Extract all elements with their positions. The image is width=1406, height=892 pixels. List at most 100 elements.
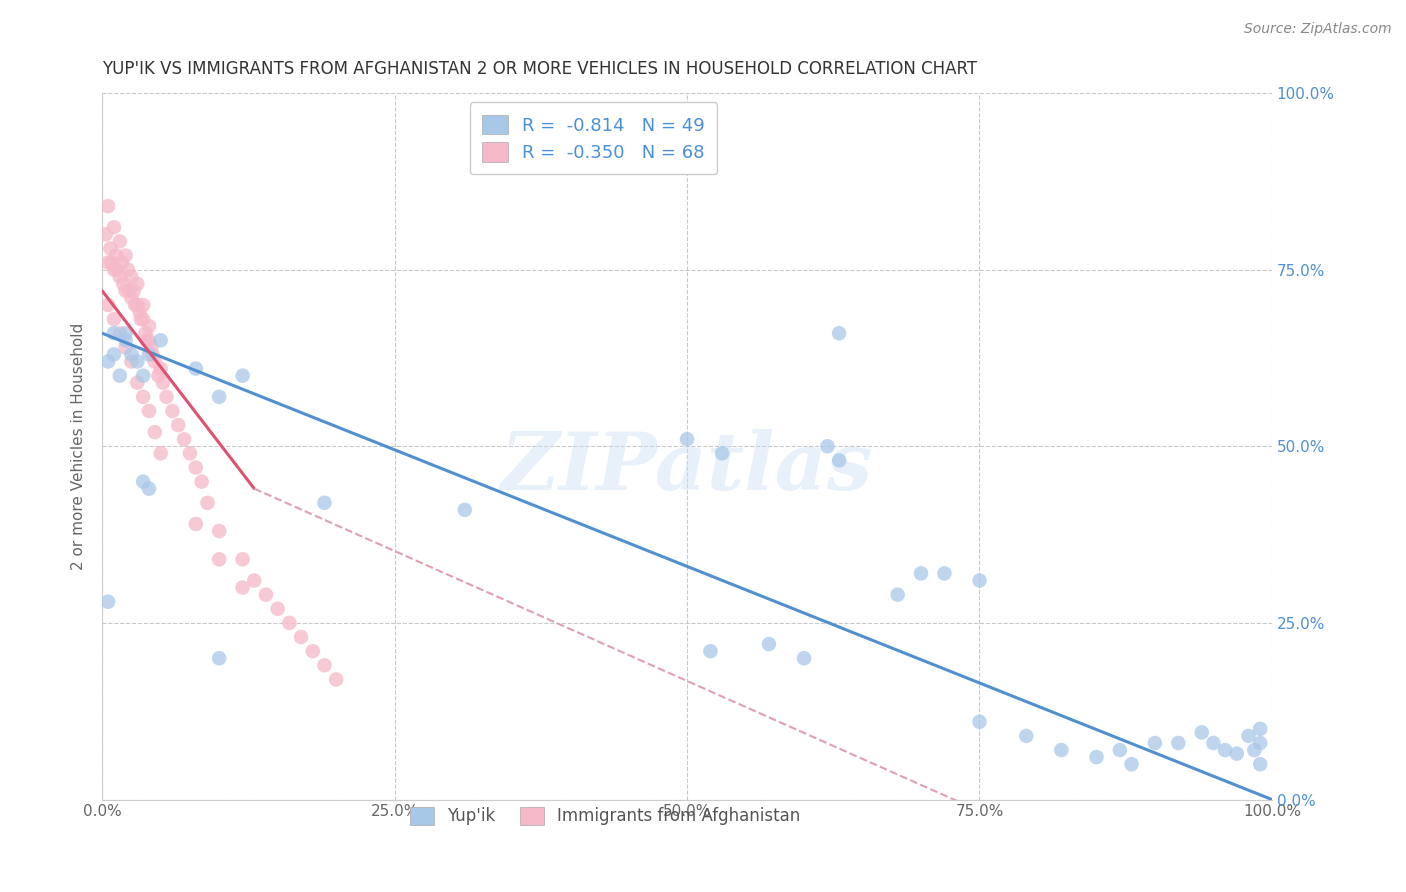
Text: ZIPatlas: ZIPatlas bbox=[501, 429, 873, 507]
Point bbox=[114, 340, 136, 354]
Point bbox=[208, 552, 231, 566]
Point bbox=[122, 284, 145, 298]
Point bbox=[114, 326, 136, 341]
Point bbox=[127, 277, 149, 291]
Point bbox=[120, 354, 142, 368]
Point bbox=[1143, 736, 1166, 750]
Point bbox=[118, 284, 141, 298]
Point bbox=[301, 644, 323, 658]
Point bbox=[314, 658, 336, 673]
Point bbox=[1085, 750, 1108, 764]
Point bbox=[197, 496, 219, 510]
Text: YUP'IK VS IMMIGRANTS FROM AFGHANISTAN 2 OR MORE VEHICLES IN HOUSEHOLD CORRELATIO: YUP'IK VS IMMIGRANTS FROM AFGHANISTAN 2 … bbox=[103, 60, 977, 78]
Point bbox=[314, 496, 336, 510]
Point bbox=[138, 404, 160, 418]
Point bbox=[114, 284, 136, 298]
Point bbox=[120, 269, 142, 284]
Point bbox=[132, 312, 155, 326]
Point bbox=[149, 446, 172, 460]
Point bbox=[108, 269, 131, 284]
Point bbox=[208, 390, 231, 404]
Point bbox=[132, 475, 155, 489]
Point bbox=[325, 673, 347, 687]
Point bbox=[184, 460, 207, 475]
Point bbox=[138, 319, 160, 334]
Text: Source: ZipAtlas.com: Source: ZipAtlas.com bbox=[1244, 22, 1392, 37]
Point bbox=[97, 255, 120, 269]
Point bbox=[120, 291, 142, 305]
Point bbox=[208, 651, 231, 665]
Point bbox=[108, 326, 131, 341]
Point bbox=[108, 235, 131, 249]
Point bbox=[138, 334, 160, 348]
Point bbox=[138, 482, 160, 496]
Point bbox=[112, 277, 135, 291]
Point bbox=[100, 255, 122, 269]
Point bbox=[969, 574, 991, 588]
Point bbox=[100, 242, 122, 256]
Point bbox=[143, 354, 166, 368]
Point bbox=[103, 220, 125, 235]
Point bbox=[1226, 747, 1249, 761]
Point bbox=[152, 376, 174, 390]
Y-axis label: 2 or more Vehicles in Household: 2 or more Vehicles in Household bbox=[72, 323, 86, 570]
Point bbox=[758, 637, 780, 651]
Point bbox=[184, 361, 207, 376]
Point bbox=[97, 354, 120, 368]
Point bbox=[138, 347, 160, 361]
Point bbox=[1237, 729, 1260, 743]
Point bbox=[103, 347, 125, 361]
Point bbox=[97, 595, 120, 609]
Point bbox=[132, 298, 155, 312]
Point bbox=[1050, 743, 1073, 757]
Point bbox=[793, 651, 815, 665]
Point bbox=[173, 432, 195, 446]
Point bbox=[934, 566, 956, 581]
Point bbox=[128, 305, 150, 319]
Point bbox=[103, 312, 125, 326]
Point bbox=[184, 516, 207, 531]
Point bbox=[828, 326, 851, 341]
Point bbox=[148, 368, 170, 383]
Point bbox=[108, 368, 131, 383]
Point bbox=[815, 439, 838, 453]
Point bbox=[190, 475, 212, 489]
Point bbox=[135, 334, 157, 348]
Point bbox=[886, 588, 908, 602]
Point bbox=[1121, 757, 1143, 772]
Point bbox=[97, 199, 120, 213]
Point bbox=[127, 354, 149, 368]
Point bbox=[132, 368, 155, 383]
Point bbox=[699, 644, 721, 658]
Point bbox=[1249, 736, 1271, 750]
Point bbox=[107, 262, 129, 277]
Point bbox=[208, 524, 231, 538]
Legend: Yup'ik, Immigrants from Afghanistan: Yup'ik, Immigrants from Afghanistan bbox=[402, 798, 808, 834]
Point bbox=[266, 601, 288, 615]
Point bbox=[167, 418, 190, 433]
Point bbox=[114, 248, 136, 262]
Point bbox=[179, 446, 201, 460]
Point bbox=[141, 340, 163, 354]
Point bbox=[149, 334, 172, 348]
Point bbox=[711, 446, 734, 460]
Point bbox=[149, 361, 172, 376]
Point bbox=[120, 347, 142, 361]
Point bbox=[129, 312, 152, 326]
Point bbox=[105, 248, 128, 262]
Point bbox=[1191, 725, 1213, 739]
Point bbox=[676, 432, 699, 446]
Point bbox=[910, 566, 932, 581]
Point bbox=[124, 298, 146, 312]
Point bbox=[143, 425, 166, 439]
Point bbox=[127, 298, 149, 312]
Point bbox=[1243, 743, 1265, 757]
Point bbox=[278, 615, 301, 630]
Point bbox=[162, 404, 184, 418]
Point bbox=[103, 326, 125, 341]
Point bbox=[232, 552, 254, 566]
Point bbox=[290, 630, 312, 644]
Point bbox=[232, 368, 254, 383]
Point bbox=[117, 262, 139, 277]
Point bbox=[103, 262, 125, 277]
